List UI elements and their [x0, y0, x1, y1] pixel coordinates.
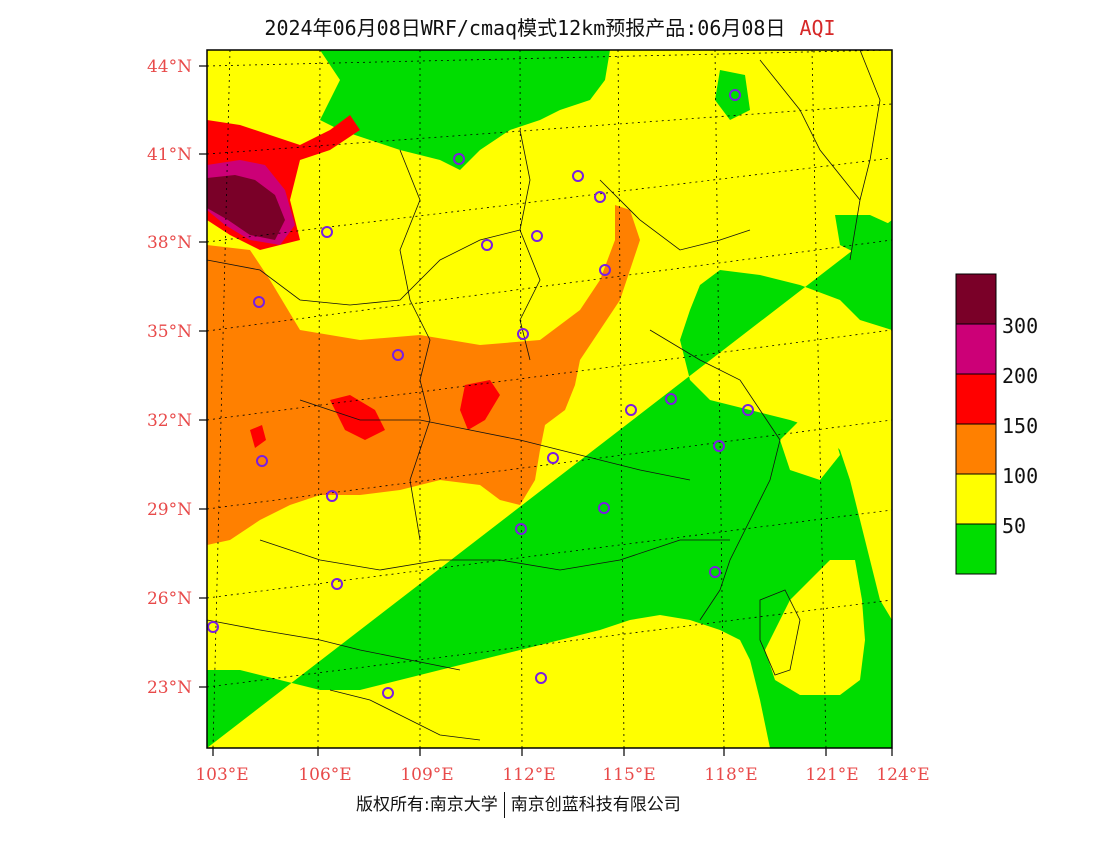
lon-label: 121°E [805, 765, 858, 785]
lat-label: 23°N [147, 678, 192, 698]
lon-label: 103°E [195, 765, 248, 785]
legend-label: 300 [1002, 314, 1038, 338]
aqi-zone-green-north [320, 50, 610, 170]
aqi-zone-150-200-west [250, 425, 266, 448]
company-text: 南京创蓝科技有限公司 [510, 795, 681, 815]
city-marker [709, 566, 721, 578]
city-marker [207, 621, 219, 633]
city-marker [515, 523, 527, 535]
city-marker [382, 687, 394, 699]
product-label: AQI [799, 16, 836, 40]
map-frame [206, 49, 893, 749]
city-marker [453, 153, 465, 165]
aqi-zone-yellow-taiwan [765, 560, 865, 695]
lat-label: 35°N [147, 322, 192, 342]
aqi-zone-100-150 [207, 205, 640, 545]
city-marker [531, 230, 543, 242]
city-marker [742, 404, 754, 416]
lon-label: 109°E [400, 765, 453, 785]
aqi-zone-150-200-central [330, 395, 385, 440]
lon-label: 124°E [876, 765, 929, 785]
lon-label: 106°E [298, 765, 351, 785]
city-marker [599, 264, 611, 276]
lon-label: 118°E [704, 765, 757, 785]
city-marker [331, 578, 343, 590]
city-marker [729, 89, 741, 101]
latitude-labels: 44°N 41°N 38°N 35°N 32°N 29°N 26°N 23°N [147, 57, 192, 698]
city-marker [517, 328, 529, 340]
longitude-labels: 103°E 106°E 109°E 112°E 115°E 118°E 121°… [195, 765, 929, 785]
city-marker [713, 440, 725, 452]
lat-label: 44°N [147, 57, 192, 77]
city-marker [547, 452, 559, 464]
aqi-zone-green-east-sea [207, 220, 892, 748]
aqi-field [207, 50, 892, 748]
legend-swatch-100-150 [955, 423, 997, 475]
lat-label: 29°N [147, 500, 192, 520]
lat-label: 41°N [147, 145, 192, 165]
aqi-zone-green-northeast [715, 70, 750, 120]
lat-label: 32°N [147, 411, 192, 431]
legend-label: 150 [1002, 414, 1038, 438]
city-marker [625, 404, 637, 416]
graticule [207, 50, 892, 748]
city-marker [392, 349, 404, 361]
lon-label: 115°E [602, 765, 655, 785]
aqi-zone-150-200-central2 [460, 380, 500, 430]
aqi-zone-300-plus [207, 175, 285, 240]
lat-label: 38°N [147, 233, 192, 253]
aqi-zone-green-korea-sea [835, 215, 892, 255]
legend-swatch-150-200 [955, 373, 997, 425]
copyright-text: 版权所有:南京大学 [356, 795, 498, 815]
footer-credits: 版权所有:南京大学 南京创蓝科技有限公司 [356, 790, 681, 818]
aqi-zone-yellow-strait [780, 420, 840, 480]
lon-label: 112°E [502, 765, 555, 785]
aqi-zone-green-coast [640, 520, 745, 605]
legend-swatch-200-300 [955, 323, 997, 375]
city-marker [253, 296, 265, 308]
title-text: 2024年06月08日WRF/cmaq模式12km预报产品:06月08日 [264, 16, 786, 40]
city-markers [207, 89, 754, 699]
footer-divider [503, 792, 505, 818]
city-marker [665, 393, 677, 405]
legend-label: 200 [1002, 364, 1038, 388]
legend-swatch-50-100 [955, 473, 997, 525]
legend-swatch-300-plus [955, 273, 997, 325]
legend-label: 100 [1002, 464, 1038, 488]
lat-label: 26°N [147, 589, 192, 609]
city-marker [326, 490, 338, 502]
map-title: 2024年06月08日WRF/cmaq模式12km预报产品:06月08日 AQI [0, 12, 1100, 41]
axis-ticks [199, 65, 893, 756]
aqi-legend: 300 200 150 100 50 [955, 273, 1038, 575]
city-marker [594, 191, 606, 203]
city-marker [598, 502, 610, 514]
city-marker [572, 170, 584, 182]
city-marker [535, 672, 547, 684]
city-marker [256, 455, 268, 467]
city-marker [481, 239, 493, 251]
legend-label: 50 [1002, 514, 1026, 538]
legend-swatch-0-50 [955, 523, 997, 575]
city-marker [321, 226, 333, 238]
